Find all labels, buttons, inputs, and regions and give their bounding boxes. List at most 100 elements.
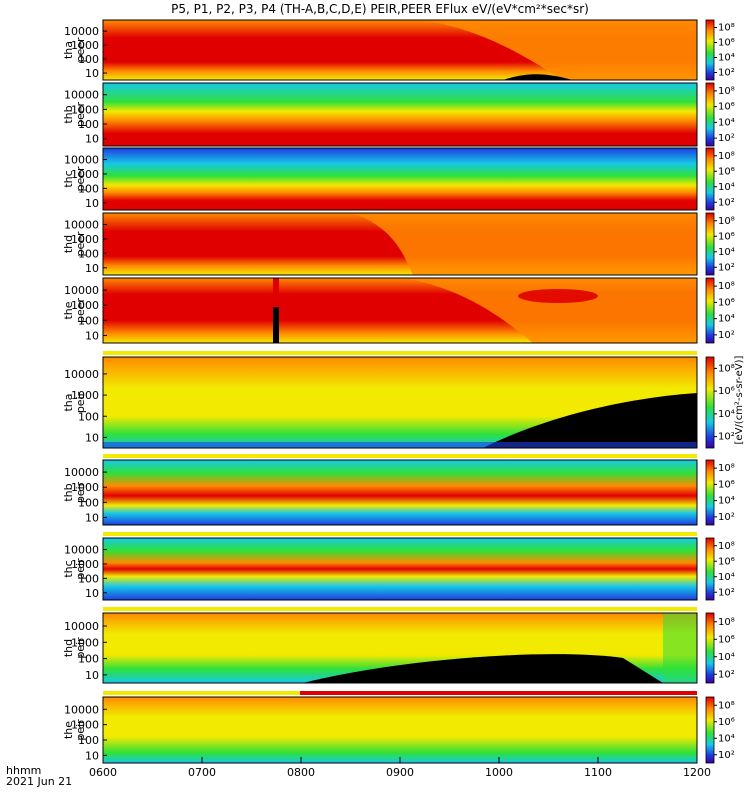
colorbar-tick-label: 10⁴: [718, 496, 735, 507]
y-tick-label: 1000: [71, 389, 99, 402]
y-label-2: peir: [74, 637, 87, 659]
colorbar-tick-label: 10⁸: [718, 363, 735, 374]
colorbar-tick-label: 10⁴: [718, 733, 735, 744]
colorbar: [705, 147, 715, 211]
y-label-1: thc: [62, 560, 75, 577]
y-tick-label: 10: [85, 329, 99, 342]
x-tick-label: 0800: [287, 766, 315, 779]
y-tick-label: 1000: [71, 558, 99, 571]
x-tick-label: 1000: [485, 766, 513, 779]
flag-bar: [103, 454, 697, 458]
y-label-2: peer: [74, 166, 87, 192]
x-tick-label: 1200: [683, 766, 711, 779]
colorbar-tick-label: 10²: [718, 587, 735, 598]
y-tick-label: 10: [85, 197, 99, 210]
y-label-1: thb: [62, 483, 75, 501]
colorbar-label: [eV/(cm²-s-sr-eV)]: [734, 355, 745, 444]
panel-the-peir: 10 100 1000 10000 the peir 10² 10⁴ 10⁶ 10⁸: [62, 691, 735, 764]
y-tick-label: 10: [85, 511, 99, 524]
colorbar-tick-label: 10⁸: [718, 700, 735, 711]
y-tick-label: 10: [85, 67, 99, 80]
colorbar: [705, 19, 715, 81]
y-tick-label: 10: [85, 669, 99, 682]
colorbar-tick-label: 10⁴: [718, 117, 735, 128]
overlay: [518, 289, 598, 303]
y-label-2: peer: [74, 37, 87, 63]
colorbar: [705, 356, 715, 449]
panel-thd-peir: 10 100 1000 10000 thd peir 10² 10⁴ 10⁶ 10⁸: [62, 607, 735, 684]
overlay: [423, 20, 697, 80]
colorbar-tick-label: 10⁴: [718, 314, 735, 325]
y-tick-label: 100: [78, 314, 99, 327]
x-axis: 0600 0700 0800 0900 1000 1100 1200: [89, 757, 711, 779]
y-label-1: tha: [62, 393, 75, 411]
panel-thb-peir: 10 100 1000 10000 thb peir 10² 10⁴ 10⁶ 10⁸: [62, 454, 735, 526]
overlay: [353, 213, 697, 275]
y-tick-label: 10: [85, 262, 99, 275]
data-gap: [273, 278, 279, 308]
colorbar-tick-label: 10⁴: [718, 409, 735, 420]
y-label-1: tha: [62, 41, 75, 59]
colorbar-tick-label: 10⁶: [718, 479, 735, 490]
x-tick-label: 0600: [89, 766, 117, 779]
colorbar-tick-label: 10²: [718, 68, 735, 79]
spectrogram-field: [103, 697, 697, 763]
panel-frame: [102, 459, 698, 526]
spectrogram-field: [103, 148, 697, 210]
colorbar-tick-label: 10⁸: [718, 151, 735, 162]
colorbar: [705, 212, 715, 276]
colorbar-tick-label: 10⁸: [718, 541, 735, 552]
y-tick-label: 100: [78, 496, 99, 509]
no-data: [303, 654, 663, 683]
y-tick-label: 10: [85, 431, 99, 444]
colorbar: [705, 277, 715, 344]
colorbar-tick-label: 10⁴: [718, 652, 735, 663]
data-gap: [273, 278, 279, 343]
x-unit-label: hhmm: [6, 764, 41, 777]
y-label-2: peer: [74, 102, 87, 128]
y-tick-label: 100: [78, 247, 99, 260]
y-tick-label: 100: [78, 734, 99, 747]
flag-bar: [103, 607, 697, 611]
panel-frame: [102, 537, 698, 601]
y-tick-label: 1000: [71, 636, 99, 649]
y-label-2: peir: [74, 558, 87, 580]
panel-frame: [102, 356, 698, 449]
spectrogram-field: [103, 460, 697, 525]
y-tick-label: 10000: [64, 25, 99, 38]
colorbar-tick-label: 10⁴: [718, 572, 735, 583]
y-tick-label: 10000: [64, 219, 99, 232]
colorbar-tick-label: 10⁸: [718, 23, 735, 34]
colorbar-tick-label: 10²: [718, 669, 735, 680]
y-label-2: peer: [74, 231, 87, 257]
colorbar-tick-label: 10²: [718, 262, 735, 273]
spectrogram-field: [103, 538, 697, 600]
flag-bar: [103, 351, 697, 355]
overlay: [503, 74, 573, 80]
panel-tha-peir: 10 100 1000 10000 tha peir 10² 10⁴ 10⁶ 10⁸: [62, 351, 735, 449]
y-tick-label: 1000: [71, 719, 99, 732]
date-label: 2021 Jun 21: [6, 775, 72, 788]
overlay: [663, 613, 697, 683]
y-label-2: peir: [74, 719, 87, 741]
colorbar: [705, 459, 715, 526]
flag-bar: [103, 532, 697, 536]
colorbar-tick-label: 10⁸: [718, 617, 735, 628]
y-label-1: thc: [62, 170, 75, 187]
y-label-2: peir: [74, 481, 87, 503]
panel-frame: [102, 277, 698, 344]
colorbar-tick-label: 10²: [718, 133, 735, 144]
x-tick-label: 0900: [386, 766, 414, 779]
y-tick-label: 10: [85, 133, 99, 146]
colorbar-tick-label: 10²: [718, 750, 735, 761]
x-tick-label: 0700: [188, 766, 216, 779]
panel-frame: [102, 612, 698, 684]
spectrogram-field: [103, 83, 697, 146]
y-tick-label: 1000: [71, 299, 99, 312]
